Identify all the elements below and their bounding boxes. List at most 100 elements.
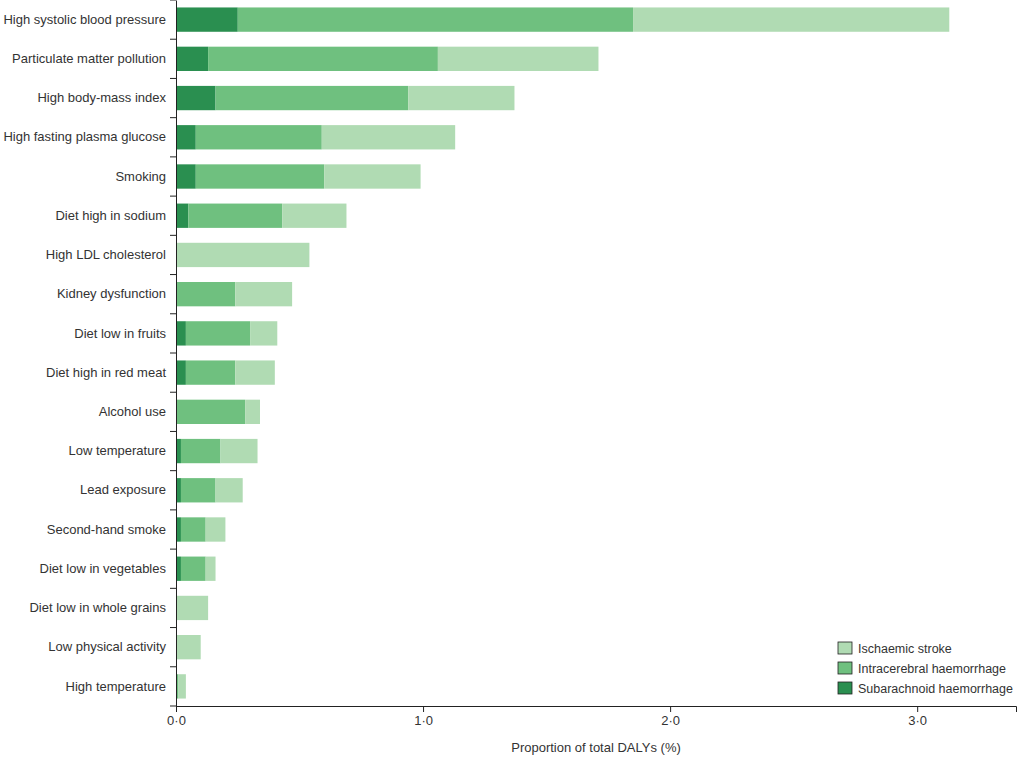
bar-segment [250,321,277,345]
category-divider-tick [170,470,176,471]
y-tick: Particulate matter pollution [12,51,176,66]
bar-segment [176,164,196,188]
bar-segment [282,204,346,228]
bars [176,7,949,698]
bar-segment [176,86,216,110]
category-divider-tick [170,39,176,40]
x-tick-mark [423,706,424,712]
bar-segment [181,557,206,581]
bar-segment [178,674,185,698]
y-tick-label: High fasting plasma glucose [3,129,166,144]
x-tick-label: 3·0 [908,713,927,728]
y-tick: Diet low in fruits [74,326,176,341]
bar-segment [196,125,322,149]
y-tick-label: Diet high in red meat [46,365,166,380]
bar-segment [176,635,201,659]
y-tick: Diet high in red meat [46,365,176,380]
category-divider-tick [170,353,176,354]
bar-segment [181,478,216,502]
x-tick: 3·0 [908,706,927,728]
bar-segment [220,439,257,463]
legend-label: Ischaemic stroke [858,642,952,656]
bar-segment [176,321,186,345]
bar-segment [188,204,282,228]
y-tick-label: Second-hand smoke [47,522,166,537]
x-axis-title: Proportion of total DALYs (%) [511,740,681,755]
y-tick: Smoking [115,169,176,184]
x-axis-line [177,707,1017,713]
x-tick-mark [176,706,177,712]
x-tick-label: 1·0 [414,713,433,728]
y-tick-label: Diet low in whole grains [29,600,166,615]
y-tick-label: Low physical activity [48,639,166,654]
bar-segment [181,439,221,463]
bar-segment [235,360,275,384]
category-divider-tick [170,392,176,393]
chart: 0·0 1·0 2·0 3·0 Proportion of total DALYs (%… [0,0,1024,758]
category-divider-tick [170,706,176,707]
y-tick: High systolic blood pressure [3,12,176,27]
category-divider-tick [170,313,176,314]
bar-segment [235,282,292,306]
bar-segment [176,400,245,424]
y-tick: Kidney dysfunction [57,286,176,301]
bar-segment [176,47,208,71]
x-tick-label: 2·0 [661,713,680,728]
y-tick-label: Lead exposure [80,482,166,497]
legend-label: Intracerebral haemorrhage [858,662,1006,676]
category-divider-tick [170,627,176,628]
category-divider-tick [170,274,176,275]
bar-segment [176,7,238,31]
y-tick: Low physical activity [48,639,176,654]
category-divider-tick [170,549,176,550]
bar-segment [206,557,216,581]
x-tick-mark [917,706,918,712]
y-tick: High fasting plasma glucose [3,129,176,144]
bar-segment [186,360,235,384]
y-tick-label: High LDL cholesterol [46,247,166,262]
y-tick: Diet low in whole grains [29,600,176,615]
y-tick: High LDL cholesterol [46,247,176,262]
legend-swatch [838,662,852,674]
category-divider-tick [170,431,176,432]
y-tick-label: High systolic blood pressure [3,12,166,27]
category-divider-tick [170,666,176,667]
bar-segment [176,596,208,620]
bar-segment [324,164,420,188]
x-tick-mark [670,706,671,712]
y-tick-label: Diet low in fruits [74,326,166,341]
bar-segment [181,517,206,541]
y-axis-line [176,1,177,707]
y-tick: Alcohol use [99,404,176,419]
y-tick: Diet high in sodium [55,208,176,223]
bar-segment [176,360,186,384]
x-tick: 1·0 [414,706,433,728]
legend-label: Subarachnoid haemorrhage [858,682,1013,696]
bar-segment [322,125,455,149]
y-tick: Second-hand smoke [47,522,176,537]
category-divider-tick [170,117,176,118]
x-axis: 0·0 1·0 2·0 3·0 [167,706,1016,728]
y-tick-label: Smoking [115,169,166,184]
y-tick: High body-mass index [37,90,176,105]
y-tick-label: High body-mass index [37,90,166,105]
legend: Ischaemic stroke Intracerebral haemorrhag… [838,642,1013,696]
y-tick: Lead exposure [80,482,176,497]
bar-segment [438,47,599,71]
y-tick-label: Diet high in sodium [55,208,166,223]
legend-swatch [838,682,852,694]
bar-segment [245,400,260,424]
bar-segment [196,164,324,188]
x-tick: 0·0 [167,706,186,728]
bar-segment [238,7,633,31]
bar-segment [208,47,438,71]
category-divider-tick [170,0,176,1]
category-divider-tick [170,509,176,510]
bar-segment [176,204,188,228]
bar-segment [206,517,226,541]
bar-segment [186,321,250,345]
category-divider-tick [170,235,176,236]
y-axis: High systolic blood pressure Particulate … [3,0,176,707]
y-tick-label: Alcohol use [99,404,166,419]
bar-segment [408,86,514,110]
